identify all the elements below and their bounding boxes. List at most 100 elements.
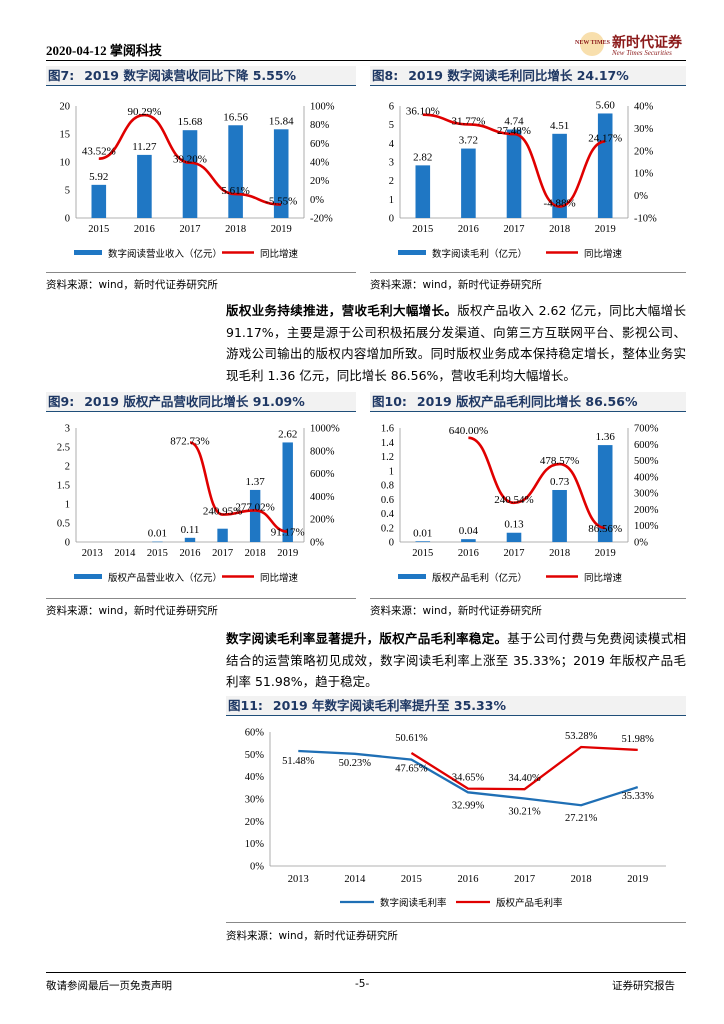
fig10-label: 图10:	[372, 394, 407, 409]
paragraph2-text: 基于公司付费与免费阅读模式相结合的运营策略初见成效，数字阅读毛利率上涨至 35.…	[226, 631, 686, 689]
legend-label-1: 版权产品毛利率	[496, 897, 563, 909]
x-tick-label: 2019	[271, 224, 292, 235]
header-rule	[46, 60, 686, 61]
line-label-2016: 31.77%	[451, 115, 485, 127]
fig10-chart: 0 0.2 0.4 0.6 0.8 1 1.2 1.4 1.6 0% 100% 200% 300% 400…	[381, 424, 659, 585]
x-tick-label: 2018	[549, 548, 570, 559]
fig7-title: 2019 数字阅读营收同比下降 5.55%	[84, 68, 297, 83]
left-tick-label: 3	[65, 424, 70, 435]
right-tick-label: 200%	[310, 515, 335, 526]
fig8-title: 2019 数字阅读毛利同比增长 24.17%	[408, 68, 629, 83]
left-tick-label: 0.4	[381, 509, 395, 520]
line-label-2017: 27.48%	[497, 125, 531, 137]
fig8-source: 资料来源：wind，新时代证券研究所	[370, 279, 542, 291]
left-tick-label: 0	[65, 214, 70, 225]
x-tick-label: 2015	[412, 548, 433, 559]
x-tick-label: 2018	[245, 548, 266, 559]
line-label-2015: 43.52%	[82, 146, 116, 158]
paragraph1-bold: 版权业务持续推进，营收毛利大幅增长。	[226, 303, 458, 318]
fig10-title-bar: 图10: 2019 版权产品毛利同比增长 86.56%	[370, 392, 686, 412]
y-tick-label: 0%	[250, 862, 264, 873]
bar-label-2019: 5.60	[596, 99, 616, 111]
line-label-2019: 24.17%	[588, 132, 622, 144]
line-label-2017: 240.54%	[494, 494, 533, 506]
bar-label-2016: 11.27	[132, 141, 157, 153]
right-tick-label: 40%	[310, 158, 330, 169]
bar-2017	[506, 129, 522, 218]
fig9-label: 图9:	[48, 394, 75, 409]
legend-bar-label: 数字阅读营业收入（亿元）	[108, 248, 222, 260]
fig7-label: 图7:	[48, 68, 75, 83]
fig11-label: 图11:	[228, 698, 263, 713]
left-tick-label: 5	[65, 186, 70, 197]
x-tick-label: 2018	[549, 224, 570, 235]
point-label-1-2018: 53.28%	[565, 731, 598, 742]
y-tick-label: 10%	[245, 839, 265, 850]
bar-2015	[415, 165, 431, 218]
fig7-title-bar: 图7: 2019 数字阅读营收同比下降 5.55%	[46, 66, 356, 86]
fig11-title: 2019 年数字阅读毛利率提升至 35.33%	[272, 698, 506, 713]
legend-line-label: 同比增速	[584, 572, 623, 584]
fig11-source: 资料来源：wind，新时代证券研究所	[226, 930, 398, 942]
left-tick-label: 1.2	[381, 452, 394, 463]
line-label-2019: 91.17%	[271, 527, 305, 539]
fig7-source: 资料来源：wind，新时代证券研究所	[46, 279, 218, 291]
y-tick-label: 40%	[245, 772, 265, 783]
fig10-title: 2019 版权产品毛利同比增长 86.56%	[416, 394, 638, 409]
right-tick-label: 0%	[634, 538, 648, 549]
left-tick-label: 0.8	[381, 481, 394, 492]
left-tick-label: 0	[65, 538, 70, 549]
line-label-2017: 240.95%	[203, 506, 242, 518]
fig8-title-bar: 图8: 2019 数字阅读毛利同比增长 24.17%	[370, 66, 686, 86]
legend-bar-swatch	[74, 574, 102, 579]
logo-mark-text: NEW TIMES	[575, 40, 611, 46]
right-tick-label: 10%	[634, 169, 654, 180]
right-tick-label: 800%	[310, 446, 335, 457]
x-tick-label: 2017	[504, 548, 525, 559]
bar-2018	[249, 489, 261, 542]
x-tick-label: 2014	[114, 548, 136, 559]
x-tick-label: 2017	[180, 224, 201, 235]
fig9-title-bar: 图9: 2019 版权产品营收同比增长 91.09%	[46, 392, 356, 412]
fig7-source-rule	[46, 272, 356, 273]
fig8-source-rule	[370, 272, 686, 273]
bar-2015	[152, 541, 163, 543]
header-date-company: 2020-04-12 掌阅科技	[46, 43, 162, 58]
bar-label-2017: 4.74	[504, 116, 524, 128]
line-label-2016: 90.29%	[127, 106, 161, 118]
y-tick-label: 60%	[245, 728, 265, 739]
point-label-1-2016: 34.65%	[452, 773, 485, 784]
logo: NEW TIMES	[572, 30, 612, 60]
x-tick-label: 2016	[458, 224, 479, 235]
right-tick-label: 600%	[310, 469, 335, 480]
line-label-2019: -5.55%	[265, 196, 297, 208]
logo-mark-icon: NEW TIMES	[575, 32, 611, 56]
bar-2017	[182, 130, 198, 218]
line-label-2018: 277.02%	[235, 501, 274, 513]
point-label-0-2014: 50.23%	[339, 758, 372, 769]
bar-2016	[461, 148, 476, 218]
paragraph-copyright-business: 版权业务持续推进，营收毛利大幅增长。版权产品收入 2.62 亿元，同比大幅增长 …	[226, 300, 686, 386]
logo-cn: 新时代证券	[612, 35, 682, 51]
line-label-2017: 39.20%	[173, 154, 207, 166]
left-tick-label: 6	[389, 102, 394, 113]
paragraph1-text: 版权产品收入 2.62 亿元，同比大幅增长 91.17%，主要是源于公司积极拓展…	[226, 303, 686, 383]
y-tick-label: 50%	[245, 750, 265, 761]
footer-page-number: -5-	[355, 978, 370, 990]
footer-report-type: 证券研究报告	[612, 980, 675, 992]
footer-disclaimer: 敬请参阅最后一页免责声明	[46, 980, 172, 992]
x-tick-label: 2013	[288, 874, 309, 885]
x-tick-label: 2017	[514, 874, 535, 885]
bar-2016	[461, 539, 476, 542]
bar-label-2018: 1.37	[246, 476, 266, 488]
fig7-chart: 0 5 10 15 20 -20% 0% 20% 40% 60% 80% 100% 2015 5.92 20…	[60, 102, 335, 261]
x-tick-label: 2016	[458, 874, 479, 885]
x-tick-label: 2019	[595, 548, 616, 559]
right-tick-label: 0%	[634, 191, 648, 202]
right-tick-label: 400%	[634, 472, 659, 483]
point-label-1-2017: 34.40%	[508, 773, 541, 784]
x-tick-label: 2016	[180, 548, 201, 559]
fig10-source-rule	[370, 598, 686, 599]
left-tick-label: 2	[65, 462, 70, 473]
x-tick-label: 2015	[88, 224, 109, 235]
